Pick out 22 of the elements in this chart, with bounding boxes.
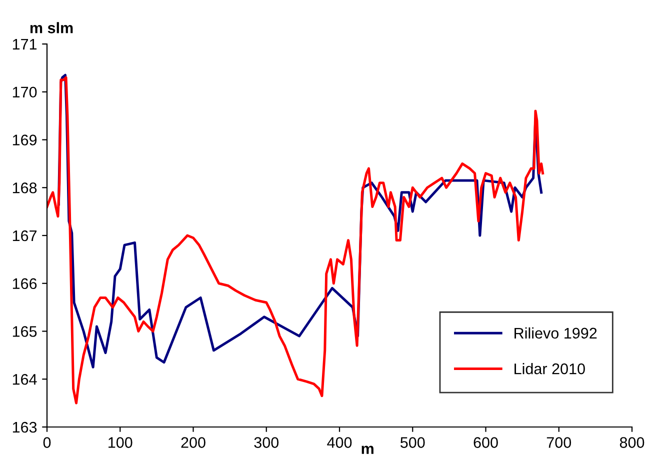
y-tick-label: 166	[12, 278, 37, 290]
x-tick-label: 300	[254, 437, 279, 448]
y-tick-label: 167	[12, 230, 37, 242]
x-tick-label: 600	[474, 437, 498, 448]
x-tick-label: 0	[43, 437, 51, 448]
legend-label: Lidar 2010	[514, 363, 585, 374]
y-tick-label: 168	[12, 182, 37, 194]
y-tick-label: 170	[12, 86, 37, 98]
x-tick-label: 700	[546, 437, 572, 448]
y-axis-title: m slm	[30, 22, 73, 34]
legend-label: Rilievo 1992	[514, 327, 597, 339]
x-tick-label: 400	[327, 437, 352, 448]
y-tick-label: 164	[12, 374, 37, 385]
x-tick-label: 500	[400, 437, 425, 448]
y-tick-label: 163	[12, 422, 37, 433]
x-tick-label: 800	[620, 437, 644, 448]
y-tick-label: 169	[12, 134, 37, 146]
y-tick-label: 165	[12, 326, 37, 337]
x-tick-label: 100	[108, 437, 132, 448]
x-tick-label: 200	[181, 437, 206, 448]
x-axis-title: m	[362, 446, 374, 454]
y-tick-label: 171	[12, 39, 37, 50]
